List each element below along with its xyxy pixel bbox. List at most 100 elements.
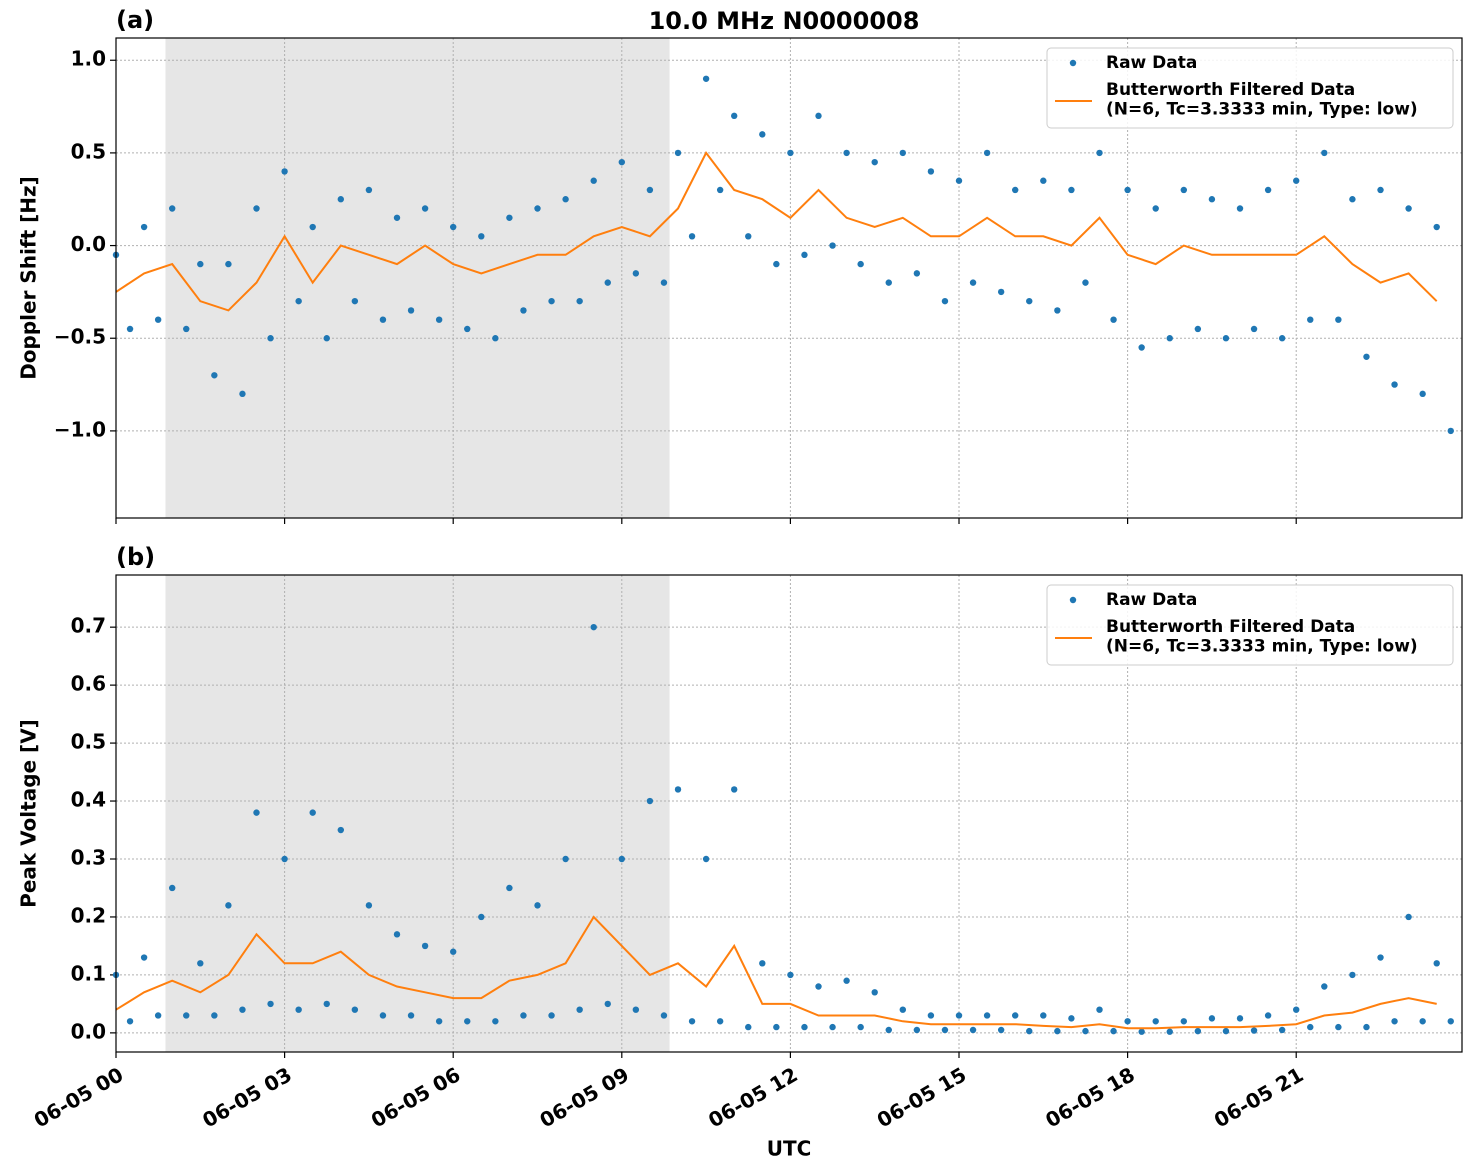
raw-point (1166, 1028, 1173, 1035)
raw-point (773, 260, 780, 268)
raw-point (183, 1012, 190, 1019)
raw-point (211, 1012, 218, 1019)
y-tick-label: 0.6 (71, 672, 106, 696)
raw-point (1405, 913, 1412, 921)
raw-point (801, 1023, 808, 1031)
raw-point (337, 196, 345, 203)
raw-point (1082, 279, 1089, 286)
raw-point (716, 1018, 724, 1025)
raw-point (492, 1018, 499, 1025)
raw-point (618, 158, 626, 166)
raw-point (506, 884, 513, 892)
raw-point (955, 177, 963, 184)
raw-point (1152, 205, 1159, 212)
raw-point (1180, 1018, 1188, 1025)
raw-point (702, 855, 710, 863)
raw-point (1391, 1018, 1398, 1025)
raw-point (731, 786, 738, 793)
raw-point (815, 983, 822, 990)
raw-point (281, 855, 288, 863)
raw-point (393, 214, 401, 221)
raw-point (197, 260, 204, 268)
raw-point (1194, 1027, 1202, 1035)
raw-point (871, 989, 878, 996)
raw-point (1433, 223, 1440, 231)
raw-point (590, 177, 597, 184)
raw-point (688, 1018, 696, 1025)
raw-point (1068, 186, 1075, 194)
y-tick-label: 0.5 (71, 139, 106, 163)
raw-point (1026, 1027, 1033, 1035)
raw-point (253, 205, 260, 212)
raw-point (239, 1006, 246, 1013)
raw-point (815, 112, 822, 120)
raw-point (323, 1000, 330, 1008)
raw-point (239, 390, 246, 398)
raw-point (899, 1006, 907, 1013)
raw-point (1236, 205, 1244, 212)
raw-point (983, 1012, 991, 1019)
raw-point (927, 168, 935, 175)
raw-point (1068, 1015, 1075, 1022)
raw-point (955, 1012, 963, 1019)
raw-point (323, 335, 330, 342)
raw-point (1307, 1023, 1314, 1031)
raw-point (997, 1026, 1005, 1034)
raw-point (1349, 196, 1356, 203)
raw-point (1222, 1027, 1230, 1035)
raw-point (941, 1026, 949, 1034)
raw-point (1419, 390, 1426, 398)
raw-point (857, 1023, 864, 1031)
y-tick-label: 0.3 (71, 845, 106, 869)
raw-point (773, 1023, 780, 1031)
filtered-line (115, 915, 1437, 1030)
y-tick-label: −1.0 (54, 417, 106, 441)
raw-point (478, 233, 485, 240)
raw-point (562, 855, 569, 863)
raw-point (983, 149, 991, 157)
raw-point (1321, 149, 1328, 157)
raw-point (1152, 1018, 1159, 1025)
raw-point (1096, 149, 1103, 157)
raw-point (1293, 177, 1300, 184)
legend-label: Butterworth Filtered Data (N=6, Tc=3.3333… (1106, 80, 1418, 120)
raw-point (154, 316, 162, 323)
raw-point (1377, 954, 1384, 961)
y-tick-label: 0.7 (71, 614, 106, 638)
raw-point (225, 902, 232, 909)
legend-label: Raw Data (1106, 53, 1197, 73)
raw-point (997, 288, 1005, 296)
raw-point (941, 297, 949, 305)
y-axis-label: Peak Voltage [V] (17, 719, 41, 908)
raw-point (1433, 960, 1440, 967)
raw-point (492, 335, 499, 342)
raw-point (520, 307, 527, 314)
raw-point (435, 316, 443, 323)
raw-point (674, 786, 682, 793)
raw-point (393, 931, 401, 938)
y-tick-label: 0.2 (71, 903, 106, 927)
raw-point (885, 1026, 892, 1034)
raw-point (1278, 335, 1286, 342)
legend-box (1046, 47, 1454, 129)
raw-point (464, 1018, 471, 1025)
raw-point (1363, 1023, 1370, 1031)
raw-point (267, 335, 274, 342)
legend-label: Butterworth Filtered Data (N=6, Tc=3.3333… (1106, 617, 1418, 657)
raw-point (154, 1012, 162, 1019)
raw-point (576, 297, 583, 305)
raw-point (169, 884, 176, 892)
raw-point (478, 913, 485, 921)
raw-point (295, 297, 302, 305)
raw-point (787, 149, 794, 157)
raw-point (871, 158, 878, 166)
raw-point (913, 270, 921, 277)
panel-label: (a) (116, 6, 154, 34)
raw-point (365, 902, 373, 909)
raw-point (337, 826, 345, 834)
y-axis-label: Doppler Shift [Hz] (17, 176, 41, 380)
raw-point (421, 205, 429, 212)
raw-point (731, 112, 738, 120)
raw-point (183, 325, 190, 333)
